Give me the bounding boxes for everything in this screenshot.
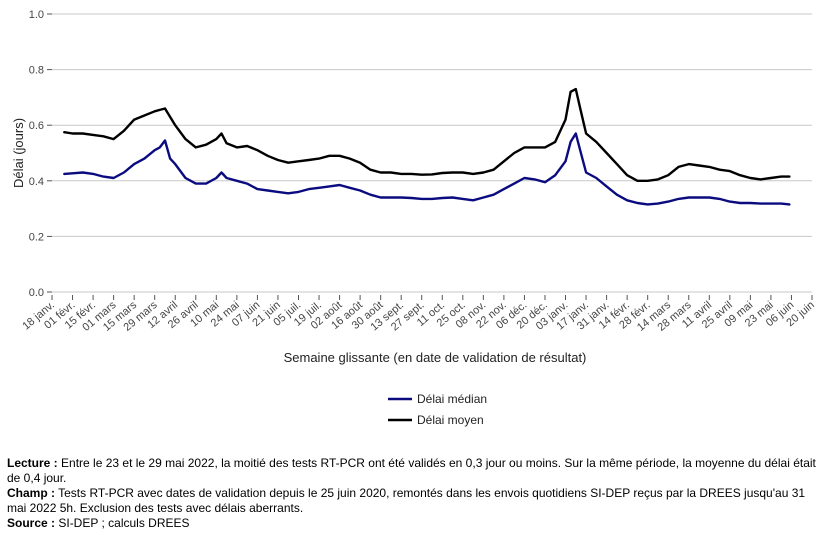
legend: Délai médian Délai moyen	[388, 392, 487, 427]
note-lecture-text: Entre le 23 et le 29 mai 2022, la moitié…	[7, 456, 816, 485]
note-source: Source : SI-DEP ; calculs DREES	[7, 516, 822, 531]
gridlines	[52, 13, 812, 293]
note-source-text: SI-DEP ; calculs DREES	[55, 516, 190, 530]
series-lines	[63, 87, 791, 206]
line-chart: 0.0 0.2 0.4 0.6 0.8 1.0 18 janv.01 févr.15 fé…	[11, 9, 817, 427]
y-tick-label: 0.4	[29, 176, 44, 188]
y-axis-label: Délai (jours)	[11, 118, 26, 188]
y-tick-label: 0.6	[29, 120, 44, 132]
note-lecture-label: Lecture :	[7, 456, 58, 470]
notes: Lecture : Entre le 23 et le 29 mai 2022,…	[7, 456, 822, 531]
y-tick-label: 0.8	[29, 65, 44, 77]
note-lecture: Lecture : Entre le 23 et le 29 mai 2022,…	[7, 456, 822, 486]
y-tick-label: 0.0	[29, 287, 44, 299]
note-source-label: Source :	[7, 516, 56, 530]
series-line-mean	[63, 87, 791, 182]
legend-label-mean: Délai moyen	[417, 413, 484, 427]
y-axis-ticks: 0.0 0.2 0.4 0.6 0.8 1.0	[29, 9, 52, 299]
y-tick-label: 0.2	[29, 231, 44, 243]
x-axis-label: Semaine glissante (en date de validation…	[284, 350, 587, 365]
note-champ-label: Champ :	[7, 486, 55, 500]
series-line-median	[63, 132, 791, 206]
note-champ-text: Tests RT-PCR avec dates de validation de…	[7, 486, 806, 515]
y-tick-label: 1.0	[29, 9, 44, 21]
note-champ: Champ : Tests RT-PCR avec dates de valid…	[7, 486, 822, 516]
legend-label-median: Délai médian	[417, 392, 487, 406]
